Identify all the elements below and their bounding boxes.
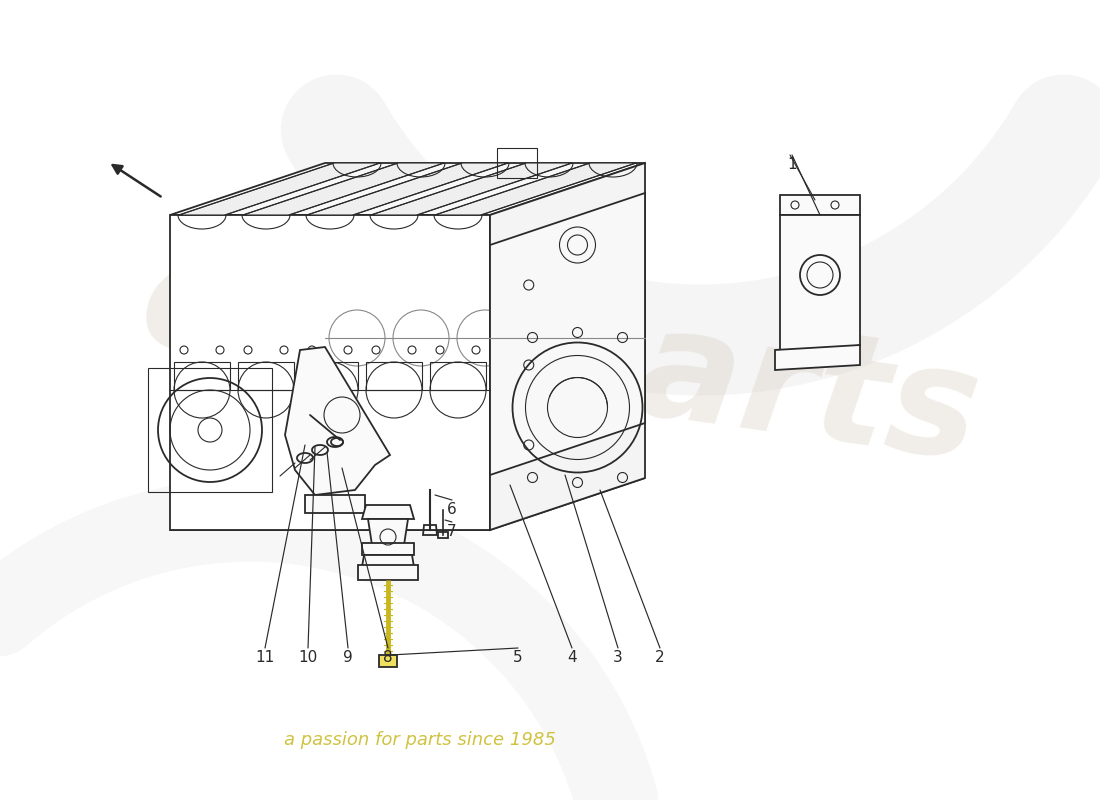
Text: 9: 9 <box>343 650 353 665</box>
Text: 8: 8 <box>383 650 393 665</box>
Polygon shape <box>490 163 645 530</box>
Text: europarts: europarts <box>132 227 989 493</box>
Polygon shape <box>368 519 408 545</box>
Text: a passion for parts since 1985: a passion for parts since 1985 <box>284 731 556 749</box>
Polygon shape <box>307 163 508 215</box>
Text: 10: 10 <box>298 650 318 665</box>
Text: 6: 6 <box>447 502 456 517</box>
Text: 11: 11 <box>255 650 275 665</box>
Polygon shape <box>362 543 414 555</box>
Text: 2: 2 <box>656 650 664 665</box>
Polygon shape <box>780 215 860 365</box>
Polygon shape <box>780 195 860 215</box>
Polygon shape <box>170 478 645 530</box>
Polygon shape <box>776 345 860 370</box>
Polygon shape <box>170 215 490 530</box>
Text: 7: 7 <box>448 524 456 539</box>
Polygon shape <box>371 163 572 215</box>
Text: 4: 4 <box>568 650 576 665</box>
Text: 3: 3 <box>613 650 623 665</box>
Polygon shape <box>170 163 645 215</box>
Polygon shape <box>179 163 380 215</box>
Polygon shape <box>379 655 397 667</box>
Polygon shape <box>490 193 645 475</box>
Polygon shape <box>358 565 418 580</box>
Text: 1: 1 <box>788 157 796 172</box>
Polygon shape <box>243 163 444 215</box>
Polygon shape <box>305 495 365 513</box>
Polygon shape <box>362 505 414 519</box>
Polygon shape <box>362 555 414 567</box>
Polygon shape <box>434 163 636 215</box>
Polygon shape <box>285 347 390 495</box>
Text: 5: 5 <box>514 650 522 665</box>
